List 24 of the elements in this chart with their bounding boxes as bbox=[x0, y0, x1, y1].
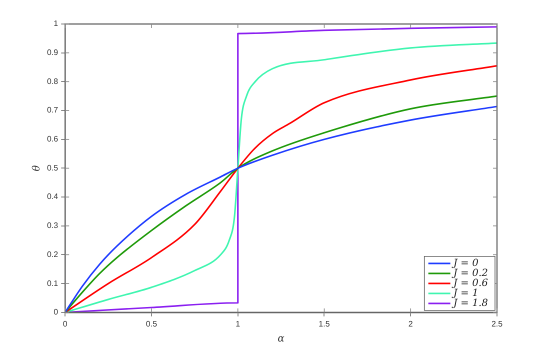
x-tick-label: 0 bbox=[62, 319, 68, 328]
y-tick-label: 1 bbox=[54, 19, 59, 28]
y-tick-label: 0.9 bbox=[46, 48, 59, 58]
y-tick-label: 0.7 bbox=[46, 106, 59, 115]
y-tick-label: 0.2 bbox=[46, 250, 59, 259]
legend-label: J = 1 bbox=[451, 288, 478, 299]
y-tick-label: 0.1 bbox=[46, 278, 59, 288]
y-tick-label: 0.4 bbox=[46, 192, 59, 202]
y-axis-title: θ bbox=[32, 165, 43, 172]
x-tick-label: 0.5 bbox=[146, 319, 158, 328]
x-tick-label: 2.5 bbox=[491, 319, 504, 328]
legend-label: J = 0.2 bbox=[451, 268, 488, 279]
legend-label: J = 0.6 bbox=[451, 278, 489, 289]
x-tick-label: 2 bbox=[408, 319, 414, 328]
y-tick-label: 0.3 bbox=[46, 221, 59, 230]
y-tick-label: 0.6 bbox=[46, 134, 59, 144]
legend-label: J = 1.8 bbox=[451, 298, 488, 309]
y-tick-label: 0 bbox=[54, 308, 59, 317]
y-tick-label: 0.8 bbox=[46, 76, 59, 86]
y-tick-label: 0.5 bbox=[46, 163, 59, 172]
x-tick-label: 1 bbox=[236, 319, 241, 328]
legend-label: J = 0 bbox=[451, 258, 480, 269]
x-axis-title: α bbox=[278, 334, 285, 345]
x-tick-label: 1.5 bbox=[318, 319, 330, 328]
